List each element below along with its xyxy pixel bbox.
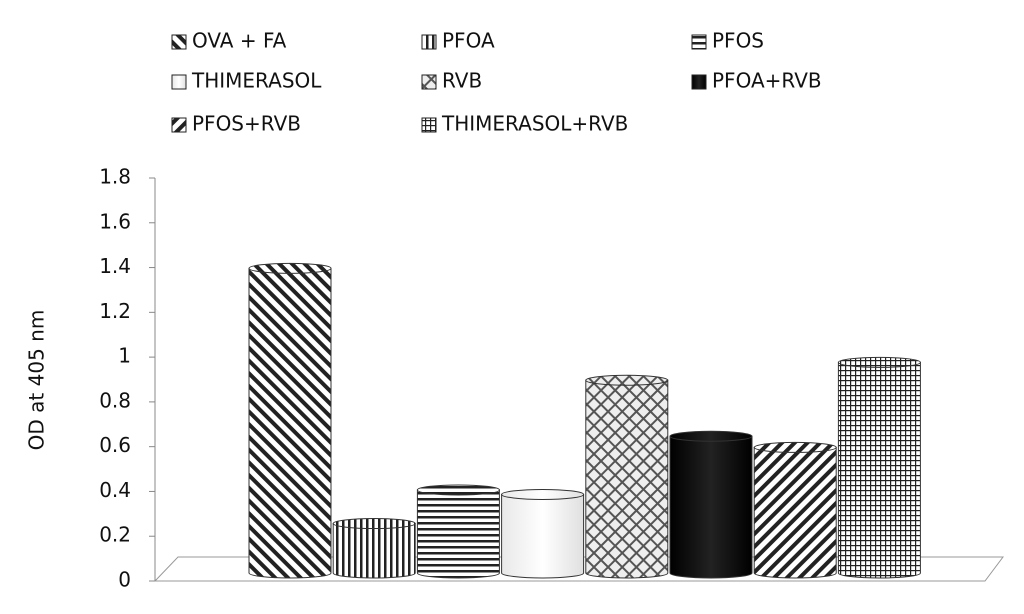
legend-swatch xyxy=(691,74,707,90)
legend-label: PFOS+RVB xyxy=(192,112,301,136)
bar-top xyxy=(332,518,416,530)
bar-top xyxy=(837,356,921,368)
y-tick-label: 1.6 xyxy=(99,209,131,233)
bar-top xyxy=(753,441,837,453)
legend-label: PFOA+RVB xyxy=(712,69,822,93)
legend-swatch xyxy=(421,74,437,90)
y-tick-label: 0.2 xyxy=(99,523,131,547)
legend-swatch xyxy=(691,34,707,50)
y-axis-label: OD at 405 nm xyxy=(25,310,49,451)
legend-swatch xyxy=(421,117,437,133)
y-tick-label: 1.2 xyxy=(99,299,131,323)
bar xyxy=(837,361,921,579)
legend-label: THIMERASOL+RVB xyxy=(441,112,628,136)
bar xyxy=(669,435,753,579)
legend-label: THIMERASOL xyxy=(191,69,322,93)
y-tick-label: 0.4 xyxy=(99,478,131,502)
legend-label: OVA + FA xyxy=(192,29,287,53)
legend-swatch xyxy=(171,117,187,133)
bar xyxy=(332,523,416,579)
y-tick-label: 0.8 xyxy=(99,388,131,412)
bar xyxy=(753,446,837,579)
legend-swatch xyxy=(171,34,187,50)
y-tick-label: 1.8 xyxy=(99,165,131,189)
bar xyxy=(585,379,669,579)
bar xyxy=(501,493,585,579)
y-tick-label: 1 xyxy=(118,344,131,368)
bar xyxy=(416,489,500,579)
y-tick-label: 0 xyxy=(118,568,131,592)
y-tick-label: 0.6 xyxy=(99,433,131,457)
legend-swatch xyxy=(421,34,437,50)
bar-top xyxy=(248,262,332,274)
legend-label: PFOS xyxy=(712,29,764,53)
bar-top xyxy=(501,488,585,500)
bar-top xyxy=(669,430,753,442)
legend-swatch xyxy=(171,74,187,90)
bar-top xyxy=(416,484,500,496)
bar xyxy=(248,267,332,579)
legend-label: RVB xyxy=(442,69,482,93)
bar-top xyxy=(585,374,669,386)
legend-label: PFOA xyxy=(442,29,495,53)
y-tick-label: 1.4 xyxy=(99,254,131,278)
